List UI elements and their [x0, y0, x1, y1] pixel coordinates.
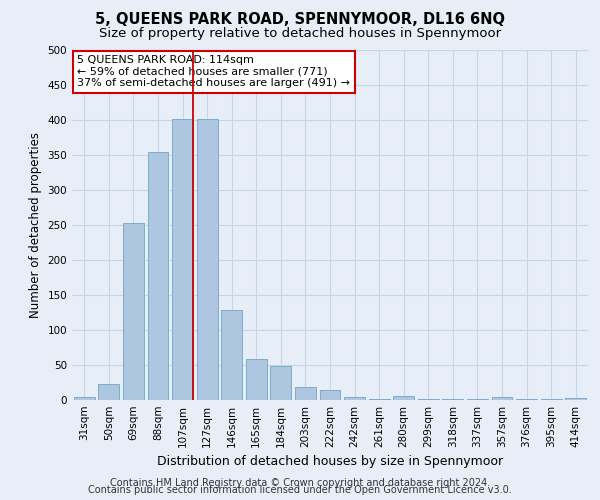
Bar: [344, 397, 365, 400]
Text: 5, QUEENS PARK ROAD, SPENNYMOOR, DL16 6NQ: 5, QUEENS PARK ROAD, SPENNYMOOR, DL16 6N…: [95, 12, 505, 28]
Text: Contains public sector information licensed under the Open Government Licence v3: Contains public sector information licen…: [88, 485, 512, 495]
Text: Contains HM Land Registry data © Crown copyright and database right 2024.: Contains HM Land Registry data © Crown c…: [110, 478, 490, 488]
Text: Size of property relative to detached houses in Spennymoor: Size of property relative to detached ho…: [99, 28, 501, 40]
Bar: [295, 386, 316, 400]
Bar: [74, 396, 95, 400]
Bar: [320, 390, 340, 400]
Bar: [418, 398, 439, 400]
Bar: [271, 366, 292, 400]
Bar: [221, 310, 242, 400]
Y-axis label: Number of detached properties: Number of detached properties: [29, 132, 42, 318]
Bar: [197, 118, 218, 400]
Bar: [565, 398, 586, 400]
Bar: [393, 396, 414, 400]
X-axis label: Distribution of detached houses by size in Spennymoor: Distribution of detached houses by size …: [157, 456, 503, 468]
Bar: [98, 384, 119, 400]
Bar: [172, 118, 193, 400]
Bar: [246, 358, 267, 400]
Bar: [491, 396, 512, 400]
Bar: [123, 223, 144, 400]
Text: 5 QUEENS PARK ROAD: 114sqm
← 59% of detached houses are smaller (771)
37% of sem: 5 QUEENS PARK ROAD: 114sqm ← 59% of deta…: [77, 56, 350, 88]
Bar: [148, 152, 169, 400]
